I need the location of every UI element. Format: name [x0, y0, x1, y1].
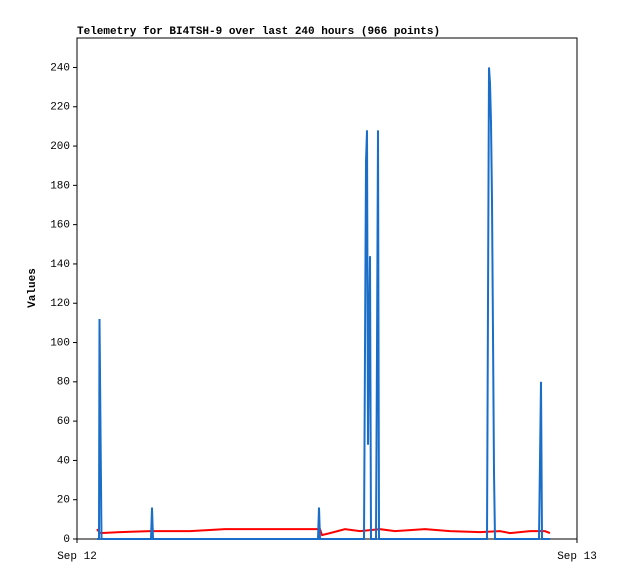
y-tick-label: 0: [63, 534, 70, 546]
y-tick-label: 220: [50, 102, 70, 114]
plot-frame: [76, 37, 578, 540]
x-tick-label: Sep 12: [57, 551, 97, 563]
x-tick-label: Sep 13: [557, 551, 597, 563]
y-tick-label: 40: [57, 455, 70, 467]
y-tick-label: 240: [50, 62, 70, 74]
y-tick-label: 140: [50, 259, 70, 271]
y-tick-label: 160: [50, 220, 70, 232]
y-tick-label: 180: [50, 180, 70, 192]
chart-title: Telemetry for BI4TSH-9 over last 240 hou…: [77, 26, 440, 38]
line-series: [97, 67, 550, 540]
y-tick-label: 100: [50, 337, 70, 349]
y-tick-label: 60: [57, 416, 70, 428]
y-tick-label: 120: [50, 298, 70, 310]
y-axis-label: Values: [27, 268, 39, 308]
line-series: [96, 528, 551, 537]
y-tick-label: 20: [57, 495, 70, 507]
y-tick-label: 200: [50, 141, 70, 153]
y-tick-label: 80: [57, 377, 70, 389]
